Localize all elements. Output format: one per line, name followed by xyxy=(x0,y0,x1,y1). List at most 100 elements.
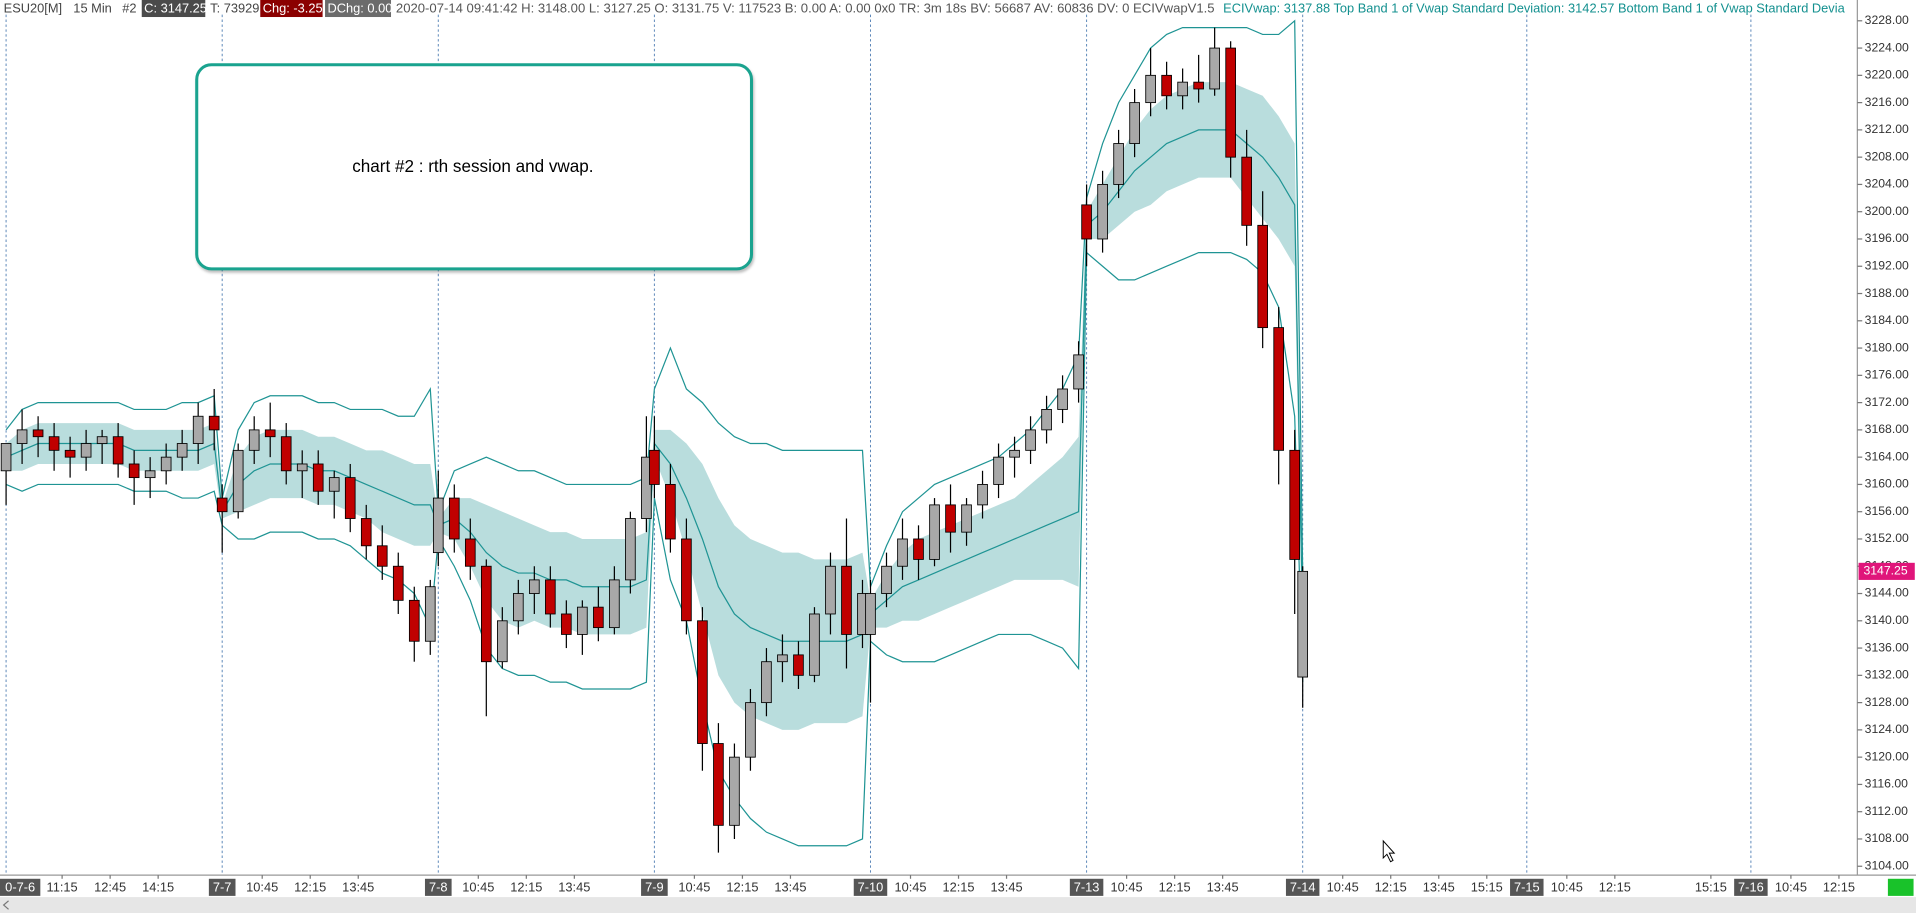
x-tick-label: 10:45 xyxy=(678,879,710,894)
date-tick-bg xyxy=(0,878,41,896)
candle-body xyxy=(216,497,228,513)
candle-body xyxy=(496,620,508,663)
header: ESU20[M] 15 Min #2 C: 3147.25 T: 73929 Chg: -… xyxy=(4,0,1846,18)
candle-body xyxy=(825,565,836,615)
candle-body xyxy=(1057,388,1068,410)
candle-body xyxy=(176,443,188,458)
x-tick-label: 12:15 xyxy=(1599,879,1631,894)
candle-body xyxy=(160,456,172,472)
date-tick-label: 7-7 xyxy=(213,879,232,894)
candle-body xyxy=(713,743,724,826)
candle-body xyxy=(1209,47,1220,90)
candle-body xyxy=(1289,449,1300,560)
y-tick-label: 3216.00 xyxy=(1865,95,1909,109)
y-tick-label: 3176.00 xyxy=(1865,368,1909,382)
date-tick-label: 7-16 xyxy=(1738,879,1764,894)
candle-body xyxy=(1073,354,1084,390)
scrollbar[interactable] xyxy=(0,897,1916,913)
header-badge xyxy=(325,0,392,18)
y-tick-label: 3128.00 xyxy=(1865,695,1909,709)
candle-body xyxy=(1241,156,1252,226)
x-tick-label: 12:15 xyxy=(942,879,974,894)
candle-body xyxy=(264,429,276,438)
y-tick-label: 3116.00 xyxy=(1865,777,1908,791)
candle-body xyxy=(208,415,220,431)
y-tick-label: 3152.00 xyxy=(1865,531,1909,545)
candle-body xyxy=(593,606,604,629)
last-price-bg xyxy=(1858,562,1915,580)
date-tick-label: 7-15 xyxy=(1514,879,1540,894)
x-tick-label: 15:15 xyxy=(1695,879,1727,894)
y-tick-label: 3192.00 xyxy=(1865,258,1909,272)
scroll-left[interactable] xyxy=(2,900,9,910)
header-item: C: 3147.25 xyxy=(144,1,207,16)
date-tick-bg xyxy=(424,878,452,896)
x-tick-label: 13:45 xyxy=(990,879,1022,894)
plot-area xyxy=(0,19,1309,853)
candle-body xyxy=(32,429,44,438)
candle-body xyxy=(1145,74,1156,104)
candle-body xyxy=(424,586,436,642)
candle-body xyxy=(360,518,372,547)
y-tick-label: 3160.00 xyxy=(1865,477,1909,491)
candle-body xyxy=(865,593,876,635)
candle-body xyxy=(64,449,76,458)
y-tick-label: 3200.00 xyxy=(1865,204,1909,218)
candle-body xyxy=(577,606,588,635)
y-tick-label: 3136.00 xyxy=(1865,640,1909,654)
y-tick-label: 3184.00 xyxy=(1865,313,1909,327)
x-tick-label: 12:15 xyxy=(1375,879,1407,894)
date-tick-label: 7-9 xyxy=(645,879,664,894)
x-tick-label: 10:45 xyxy=(1111,879,1143,894)
header-item: 15 Min xyxy=(73,1,112,16)
candle-body xyxy=(513,593,524,622)
last-price-label: 3147.25 xyxy=(1863,564,1907,578)
candle-body xyxy=(128,463,140,479)
date-tick-bg xyxy=(641,878,668,896)
candle-body xyxy=(641,456,652,519)
x-tick-label: 10:45 xyxy=(1551,879,1583,894)
x-tick-label: 15:15 xyxy=(1471,879,1503,894)
candle-body xyxy=(344,477,356,519)
candle-body xyxy=(1025,429,1036,451)
candle-body xyxy=(1081,204,1092,240)
x-tick-label: 12:15 xyxy=(1159,879,1191,894)
x-tick-label: 11:15 xyxy=(47,879,78,894)
x-tick-label: 12:15 xyxy=(510,879,542,894)
candle-body xyxy=(1041,409,1052,431)
date-tick-bg xyxy=(208,878,236,896)
annotation-text: chart #2 : rth session and vwap. xyxy=(352,157,593,176)
candle-body xyxy=(1161,74,1172,97)
candle-body xyxy=(609,579,620,629)
y-tick-label: 3164.00 xyxy=(1865,449,1909,463)
y-tick-label: 3220.00 xyxy=(1865,68,1909,82)
candle-body xyxy=(745,702,756,758)
x-tick-label: 13:45 xyxy=(342,879,374,894)
y-tick-label: 3104.00 xyxy=(1865,858,1909,872)
date-tick-bg xyxy=(1734,878,1768,896)
date-tick-label: 7-13 xyxy=(1074,879,1100,894)
y-tick-label: 3144.00 xyxy=(1865,586,1909,600)
candle-body xyxy=(625,518,636,581)
candle-body xyxy=(697,620,708,744)
date-tick-label: 7-8 xyxy=(429,879,448,894)
y-tick-label: 3132.00 xyxy=(1865,668,1909,682)
candle-body xyxy=(1257,224,1268,329)
candle-body xyxy=(232,449,244,513)
y-tick-label: 3124.00 xyxy=(1865,722,1909,736)
candle-body xyxy=(1273,327,1284,451)
x-tick-label: 12:15 xyxy=(726,879,758,894)
candle-body xyxy=(881,565,892,594)
candle-body xyxy=(729,756,740,826)
header-item: 2020-07-14 09:41:42 H: 3148.00 L: 3127.2… xyxy=(396,1,1215,16)
candle-body xyxy=(192,415,204,444)
candle-body xyxy=(761,661,772,704)
candle-body xyxy=(392,565,404,601)
y-tick-label: 3112.00 xyxy=(1865,804,1908,818)
candle-body xyxy=(16,429,28,444)
y-tick-label: 3168.00 xyxy=(1865,422,1909,436)
candle-body xyxy=(809,613,820,676)
band-area xyxy=(6,82,1303,730)
x-tick-label: 10:45 xyxy=(1775,879,1807,894)
annotation-box xyxy=(195,63,754,271)
